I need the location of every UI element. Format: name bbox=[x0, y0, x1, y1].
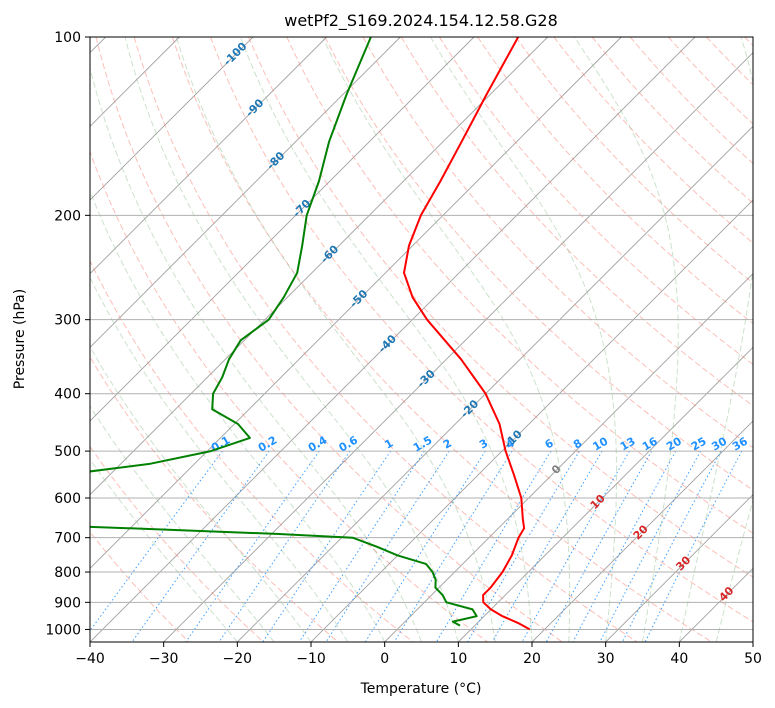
y-axis-label: Pressure (hPa) bbox=[12, 289, 28, 389]
moist-adiabat-line bbox=[90, 65, 422, 642]
moist-adiabat-line bbox=[430, 37, 617, 642]
x-tick-label: 30 bbox=[597, 651, 615, 667]
moist-adiabat-line bbox=[574, 37, 679, 642]
dry-adiabat-line bbox=[210, 37, 753, 623]
mixing-ratio-line bbox=[521, 450, 630, 642]
dry-adiabat-line bbox=[90, 259, 414, 642]
dry-adiabat-line bbox=[90, 355, 339, 642]
moist-adiabat-line bbox=[90, 405, 275, 642]
moist-adiabat-line bbox=[175, 37, 496, 642]
y-tick-label: 200 bbox=[54, 208, 81, 224]
dry-adiabat-line bbox=[629, 37, 753, 165]
sounding-profiles bbox=[90, 37, 531, 631]
mixing-ratio-line bbox=[545, 450, 653, 642]
mixing-ratio-line bbox=[185, 450, 320, 642]
moist-adiabat-line bbox=[90, 189, 386, 642]
dry-adiabat-line bbox=[248, 37, 753, 578]
dry-adiabat-line bbox=[362, 37, 753, 449]
y-tick-label: 600 bbox=[54, 491, 81, 507]
dry-adiabat-line bbox=[477, 37, 753, 325]
y-axis: 100 200 300 400 500 600 700 800 900 1000 bbox=[45, 30, 90, 638]
dewpoint-profile-line bbox=[90, 37, 478, 627]
mixing-ratio-line bbox=[218, 450, 351, 642]
mixing-ratio-line bbox=[599, 450, 701, 642]
isotherm-line bbox=[90, 37, 475, 422]
y-tick-label: 700 bbox=[54, 531, 81, 547]
mixing-ratio-line bbox=[572, 450, 677, 642]
temperature-profile-line bbox=[403, 37, 531, 631]
dry-adiabat-line bbox=[400, 37, 753, 407]
isotherm-line bbox=[310, 199, 753, 642]
moist-adiabat-line bbox=[322, 37, 571, 642]
moist-adiabat-line bbox=[124, 37, 459, 642]
isotherm-line bbox=[605, 494, 753, 642]
isotherm-line bbox=[752, 641, 753, 642]
chart-title: wetPf2_S169.2024.154.12.58.G28 bbox=[284, 11, 558, 31]
mixing-ratio-line bbox=[467, 450, 580, 642]
x-tick-label: −10 bbox=[296, 651, 326, 667]
x-tick-label: 50 bbox=[744, 651, 762, 667]
dry-adiabat-line bbox=[438, 37, 753, 365]
isotherm-line bbox=[90, 37, 622, 569]
isotherm-line bbox=[90, 37, 254, 201]
isotherm-line bbox=[163, 52, 753, 642]
mixing-ratio-line bbox=[435, 450, 552, 642]
mixing-ratio-line bbox=[131, 450, 270, 642]
y-tick-label: 500 bbox=[54, 444, 81, 460]
x-tick-label: −40 bbox=[75, 651, 105, 667]
x-tick-label: 0 bbox=[380, 651, 389, 667]
x-tick-label: 10 bbox=[449, 651, 467, 667]
moist-adiabat-line bbox=[90, 345, 312, 642]
dry-adiabat-line bbox=[171, 37, 712, 642]
dry-adiabat-line bbox=[515, 37, 753, 284]
mixing-ratio-line bbox=[393, 450, 513, 642]
dry-adiabat-line bbox=[90, 445, 264, 642]
isotherm-line bbox=[531, 420, 753, 642]
isotherm-line bbox=[384, 273, 753, 642]
y-tick-label: 1000 bbox=[45, 622, 81, 638]
moist-adiabat-line bbox=[678, 37, 753, 642]
isotherm-line bbox=[237, 125, 753, 642]
background-lines bbox=[90, 37, 753, 642]
y-tick-label: 400 bbox=[54, 387, 81, 403]
mixing-ratio-line bbox=[491, 450, 603, 642]
y-tick-label: 300 bbox=[54, 313, 81, 329]
x-tick-label: −30 bbox=[149, 651, 179, 667]
isotherm-line bbox=[90, 37, 696, 642]
plot-background bbox=[90, 37, 753, 642]
x-axis: −40 −30 −20 −10 0 10 20 30 40 50 bbox=[75, 642, 762, 667]
dry-adiabat-line bbox=[95, 37, 563, 642]
isotherm-line bbox=[458, 346, 753, 642]
mixing-ratio-line bbox=[621, 450, 722, 642]
x-tick-label: 40 bbox=[670, 651, 688, 667]
x-tick-label: 20 bbox=[523, 651, 541, 667]
moist-adiabat-line bbox=[90, 276, 349, 642]
moist-adiabat-line bbox=[239, 37, 533, 642]
dry-adiabat-line bbox=[591, 37, 753, 204]
isotherm-line bbox=[90, 37, 401, 348]
moist-adiabat-line bbox=[90, 458, 238, 642]
y-tick-label: 100 bbox=[54, 30, 81, 46]
dry-adiabat-line bbox=[90, 531, 190, 642]
x-axis-label: Temperature (°C) bbox=[360, 681, 482, 697]
y-tick-label: 800 bbox=[54, 565, 81, 581]
mixing-ratio-line bbox=[364, 450, 486, 642]
isotherm-line bbox=[90, 37, 548, 496]
plot-frame bbox=[89, 36, 754, 643]
dry-adiabat-line bbox=[133, 37, 638, 642]
x-tick-label: −20 bbox=[223, 651, 253, 667]
isotherm-line bbox=[90, 37, 327, 275]
y-tick-label: 900 bbox=[54, 595, 81, 611]
